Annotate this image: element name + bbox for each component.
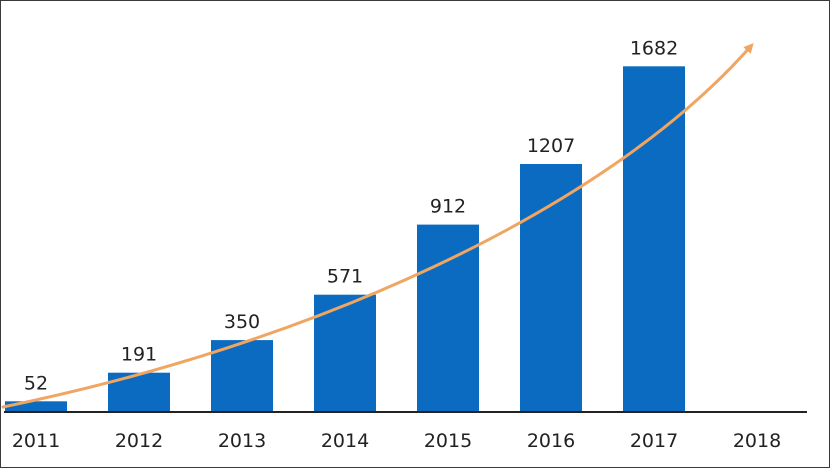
x-tick-label-2015: 2015: [424, 430, 472, 452]
bar-2012: [108, 372, 170, 412]
bar-2011: [5, 401, 67, 412]
x-tick-label-2018: 2018: [733, 430, 781, 452]
bar-2015: [417, 224, 479, 412]
bar-2016: [520, 164, 582, 412]
data-label-2015: 912: [430, 196, 466, 218]
data-label-2017: 1682: [630, 37, 678, 59]
trend-arrow: [1, 43, 754, 409]
bar-2017: [623, 66, 685, 413]
data-label-2013: 350: [224, 311, 260, 333]
data-labels-layer: 52 191 350 571 912 1207 1682: [24, 37, 678, 394]
x-tick-label-2016: 2016: [527, 430, 575, 452]
x-tick-label-2011: 2011: [12, 430, 60, 452]
data-label-2016: 1207: [527, 135, 575, 157]
x-tick-label-2014: 2014: [321, 430, 369, 452]
x-tick-labels-layer: 2011 2012 2013 2014 2015 2016 2017 2018: [12, 430, 781, 452]
bar-2013: [211, 340, 273, 412]
bars-layer: [5, 66, 685, 413]
data-label-2012: 191: [121, 344, 157, 366]
x-tick-label-2013: 2013: [218, 430, 266, 452]
data-label-2014: 571: [327, 266, 363, 288]
x-tick-label-2012: 2012: [115, 430, 163, 452]
x-tick-label-2017: 2017: [630, 430, 678, 452]
data-label-2011: 52: [24, 372, 48, 394]
